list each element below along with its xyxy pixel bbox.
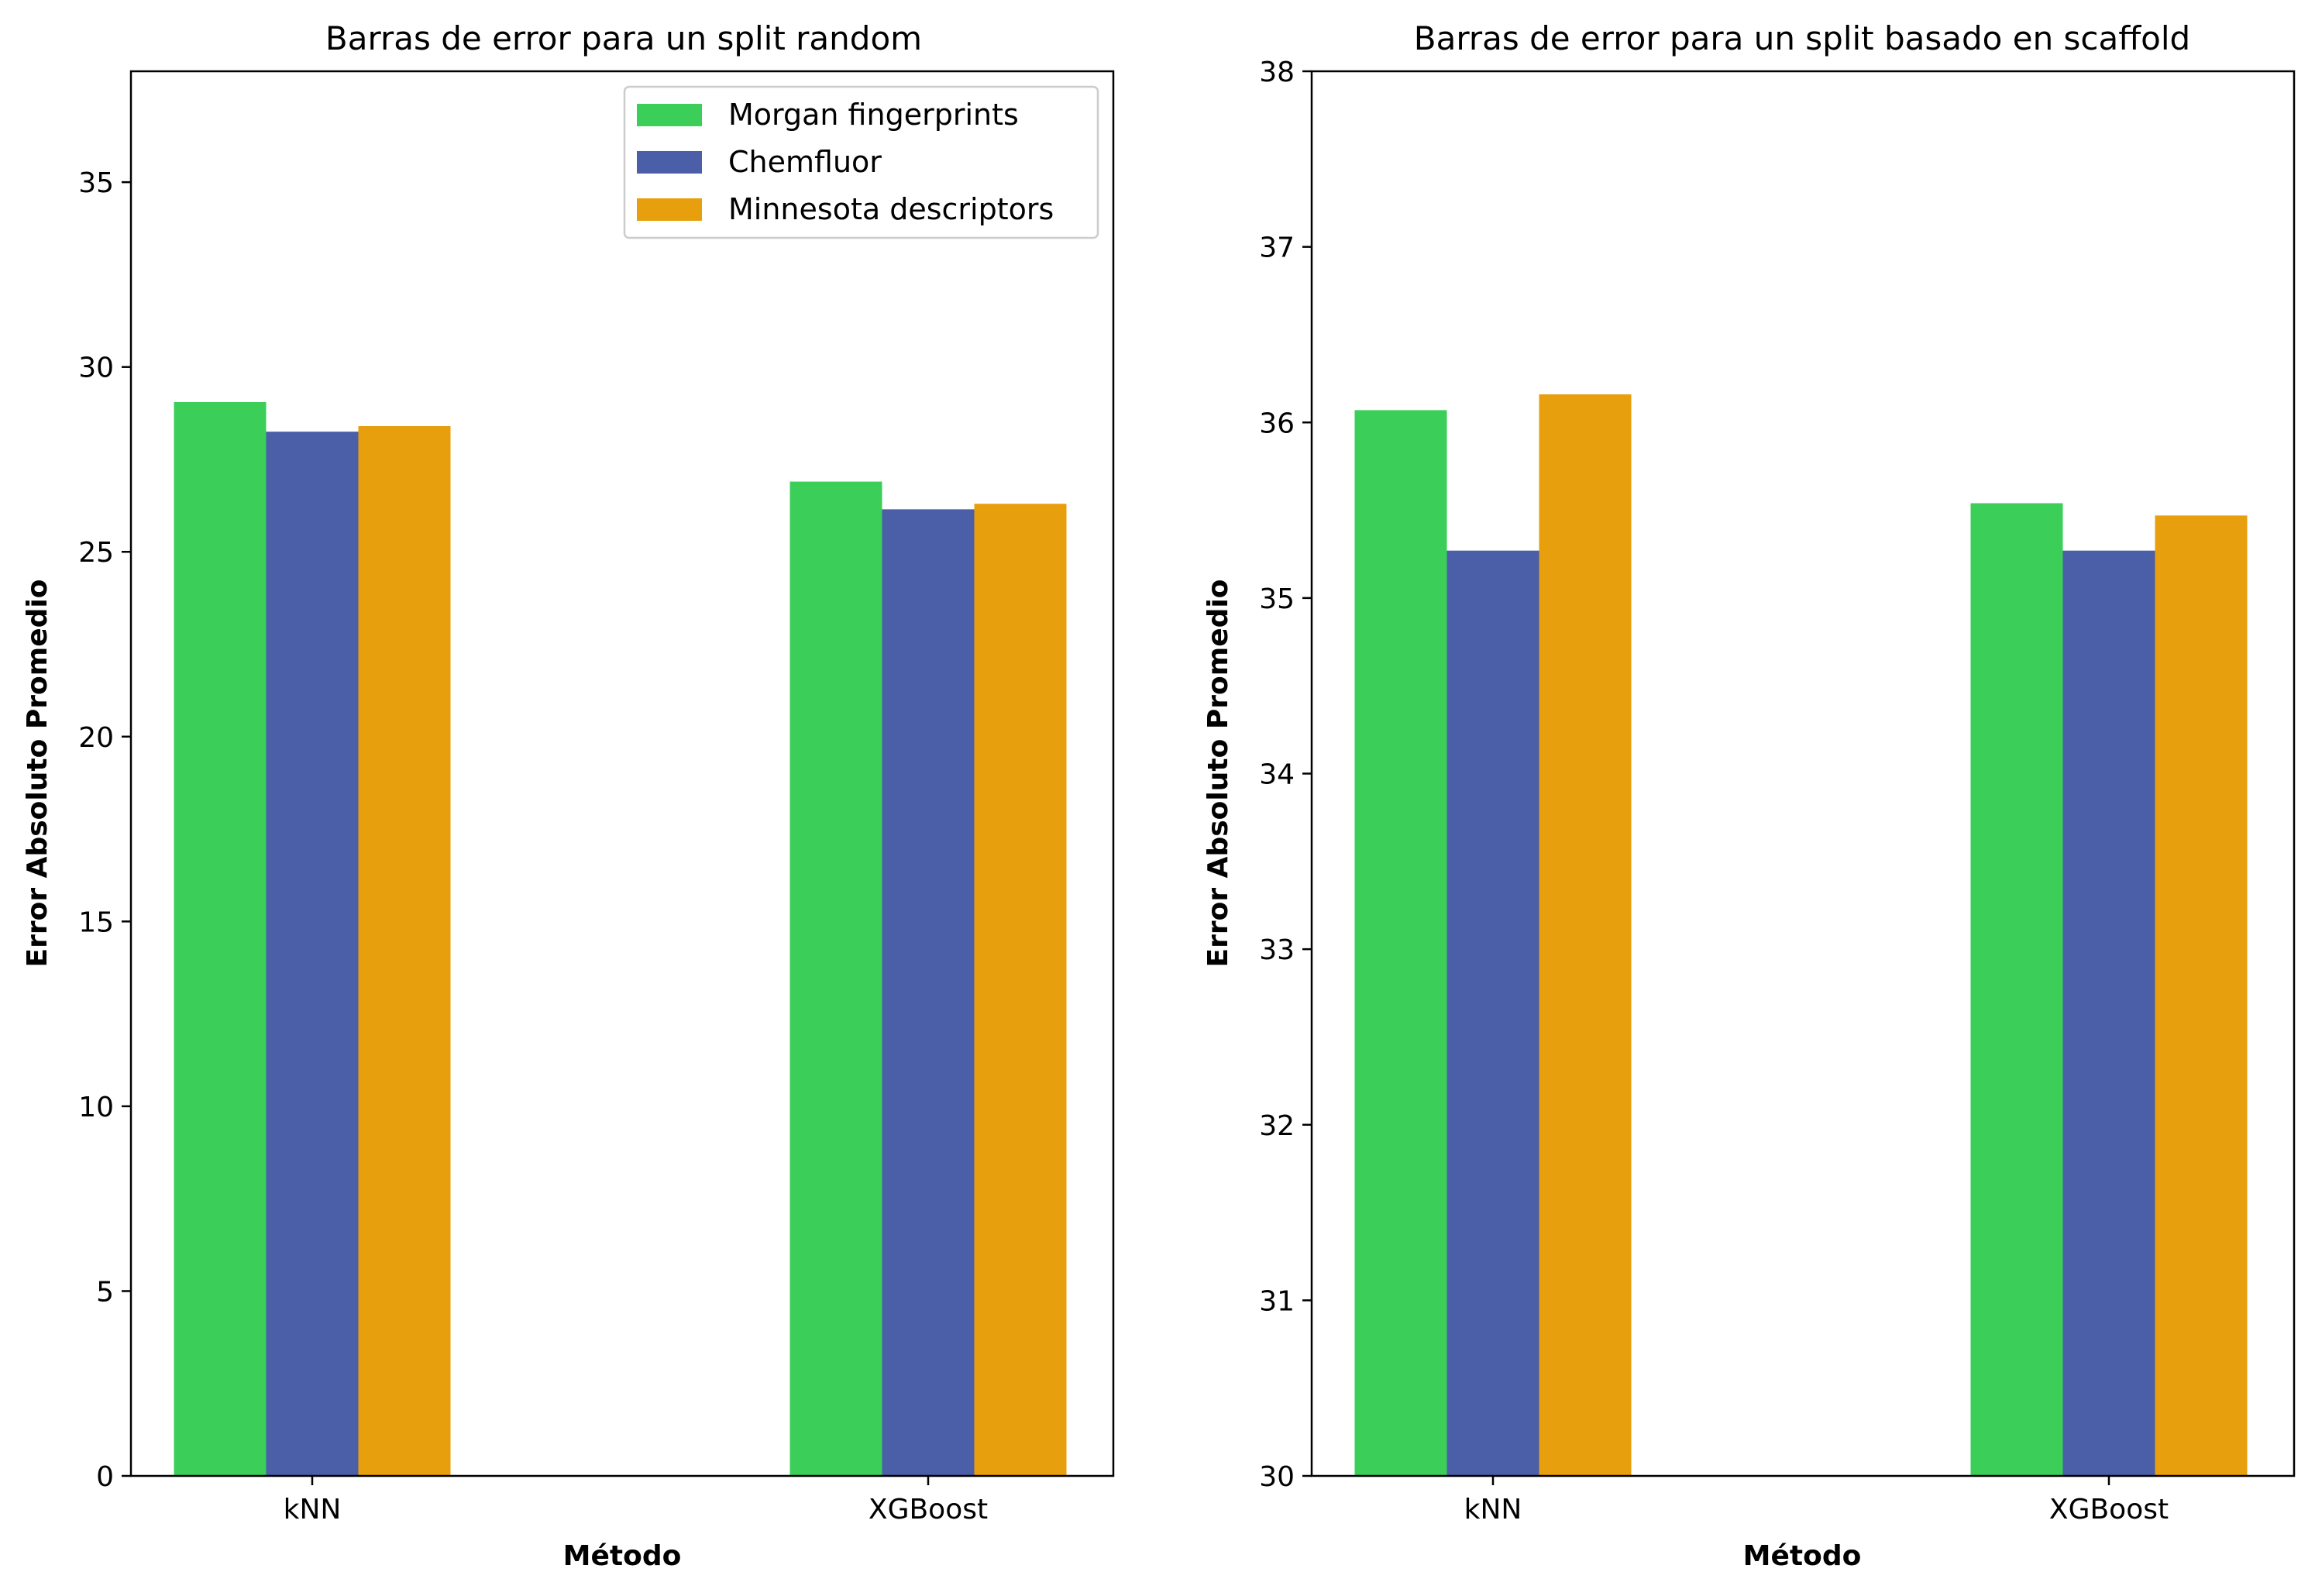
chart-title: Barras de error para un split random	[325, 19, 922, 57]
legend: Morgan fingerprints Chemfluor Minnesota de…	[623, 85, 1099, 239]
bar-knn-minnesota-descriptors	[1539, 394, 1632, 1476]
plot-frame	[129, 70, 1115, 1477]
bars-group	[174, 402, 1067, 1477]
y-tick-label: 35	[78, 167, 114, 199]
legend-label: Minnesota descriptors	[728, 192, 1054, 226]
bar-xgboost-morgan-fingerprints	[789, 481, 882, 1476]
chart-title: Barras de error para un split basado en …	[1414, 19, 2190, 57]
y-tick-label: 31	[1259, 1285, 1295, 1317]
x-axis-label: Método	[563, 1540, 682, 1572]
bar-knn-chemfluor	[266, 432, 359, 1476]
y-tick-label: 36	[1259, 408, 1295, 439]
legend-swatch	[637, 104, 702, 126]
bar-xgboost-chemfluor	[882, 509, 975, 1476]
y-axis-ticks: 0 5 10 15 20 25 30 35	[78, 167, 131, 1493]
legend-box	[623, 85, 1099, 239]
y-tick-label: 32	[1259, 1110, 1295, 1142]
bar-knn-morgan-fingerprints	[1354, 410, 1447, 1476]
legend-swatch	[637, 151, 702, 174]
chart-scaffold-split: Barras de error para un split basado en …	[1202, 19, 2296, 1572]
plot-frame	[1310, 70, 2296, 1477]
x-axis-ticks: kNN XGBoost	[284, 1476, 988, 1525]
y-tick-label: 20	[78, 722, 114, 754]
y-tick-label: 0	[96, 1461, 114, 1493]
y-tick-label: 30	[1259, 1461, 1295, 1493]
y-axis-ticks: 30 31 32 33 34 35 36 37 38	[1259, 57, 1312, 1493]
y-axis-label: Error Absoluto Promedio	[1202, 580, 1234, 968]
chart-random-split: Barras de error para un split random 0 5 1…	[22, 19, 1115, 1572]
bar-xgboost-chemfluor	[2062, 550, 2155, 1476]
x-axis-ticks: kNN XGBoost	[1464, 1476, 2169, 1525]
x-axis-label: Método	[1743, 1540, 1862, 1572]
bars-group	[1354, 394, 2248, 1476]
y-tick-label: 35	[1259, 583, 1295, 615]
legend-label: Morgan fingerprints	[728, 98, 1019, 132]
x-tick-label: kNN	[284, 1494, 342, 1525]
y-tick-label: 10	[78, 1092, 114, 1123]
y-tick-label: 15	[78, 906, 114, 938]
x-tick-label: kNN	[1464, 1494, 1522, 1525]
bar-knn-chemfluor	[1446, 550, 1539, 1476]
y-tick-label: 37	[1259, 232, 1295, 264]
x-tick-label: XGBoost	[869, 1494, 988, 1525]
x-tick-label: XGBoost	[2049, 1494, 2169, 1525]
y-tick-label: 5	[96, 1276, 114, 1308]
y-tick-label: 33	[1259, 934, 1295, 966]
bar-xgboost-minnesota-descriptors	[974, 504, 1067, 1476]
bar-knn-morgan-fingerprints	[174, 402, 267, 1476]
y-tick-label: 30	[78, 353, 114, 384]
y-tick-label: 38	[1259, 57, 1295, 88]
y-tick-label: 34	[1259, 759, 1295, 791]
y-tick-label: 25	[78, 537, 114, 569]
bar-xgboost-minnesota-descriptors	[2155, 515, 2248, 1476]
y-axis-label: Error Absoluto Promedio	[22, 580, 53, 968]
legend-swatch	[637, 198, 702, 221]
bar-knn-minnesota-descriptors	[358, 426, 451, 1477]
bar-xgboost-morgan-fingerprints	[1970, 503, 2063, 1476]
legend-label: Chemfluor	[728, 145, 882, 179]
